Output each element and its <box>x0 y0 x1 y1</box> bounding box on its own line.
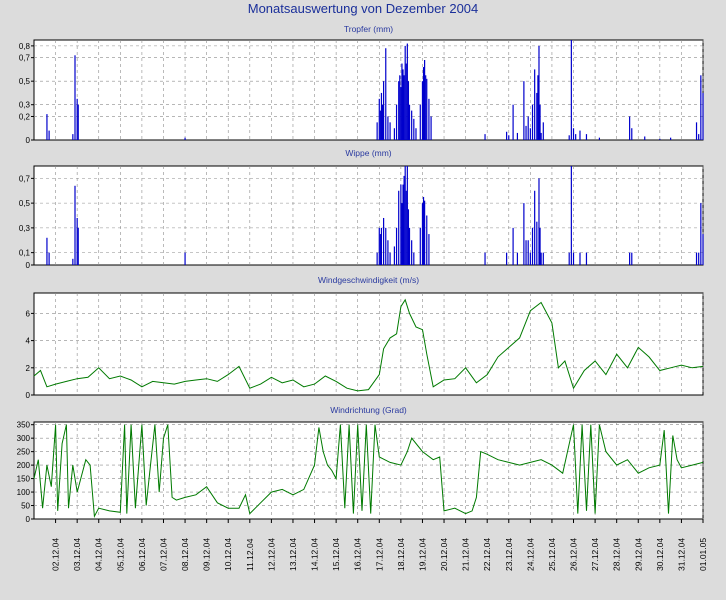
y-tick-label: 100 <box>17 488 31 497</box>
x-tick-label: 14.12.04 <box>310 538 320 571</box>
x-tick-label: 28.12.04 <box>612 538 622 571</box>
chart-panel-1: Tropfer (mm) 0 0,2 0,3 0,5 0,7 0,8 <box>19 24 704 145</box>
y-tick-label: 0,2 <box>19 112 31 121</box>
chart-panel-3: Windgeschwindigkeit (m/s) 0 2 4 6 <box>26 275 704 400</box>
y-tick-label: 300 <box>17 434 31 443</box>
series-line <box>33 298 704 392</box>
x-tick-label: 17.12.04 <box>374 538 384 571</box>
x-tick-label: 18.12.04 <box>396 538 406 571</box>
y-tick-label: 0,5 <box>19 77 31 86</box>
x-tick-label: 30.12.04 <box>655 538 665 571</box>
panel-title: Tropfer (mm) <box>344 24 393 34</box>
panel-title: Windgeschwindigkeit (m/s) <box>318 275 419 285</box>
y-tick-label: 0,7 <box>19 174 31 183</box>
y-tick-label: 350 <box>17 421 31 430</box>
x-tick-label: 10.12.04 <box>223 538 233 571</box>
y-tick-label: 200 <box>17 461 31 470</box>
x-tick-label: 08.12.04 <box>180 538 190 571</box>
plot-frame <box>33 292 704 396</box>
y-tick-label: 0,7 <box>19 54 31 63</box>
y-tick-label: 0,3 <box>19 101 31 110</box>
x-tick-label: 31.12.04 <box>676 538 686 571</box>
x-tick-label: 22.12.04 <box>482 538 492 571</box>
x-tick-label: 09.12.04 <box>202 538 212 571</box>
chart-area: Tropfer (mm) 0 0,2 0,3 0,5 0,7 0,8 Wippe (mm) 0 0… <box>17 24 708 571</box>
x-tick-label: 02.12.04 <box>51 538 61 571</box>
x-tick-label: 29.12.04 <box>633 538 643 571</box>
x-tick-label: 19.12.04 <box>417 538 427 571</box>
y-tick-label: 0,1 <box>19 249 31 258</box>
x-tick-label: 07.12.04 <box>158 538 168 571</box>
y-tick-label: 2 <box>26 364 31 373</box>
panel-title: Windrichtung (Grad) <box>330 405 407 415</box>
x-tick-label: 15.12.04 <box>331 538 341 571</box>
y-tick-label: 0 <box>26 391 31 400</box>
x-tick-label: 21.12.04 <box>461 538 471 571</box>
chart-panel-2: Wippe (mm) 0 0,1 0,3 0,5 0,7 <box>19 148 704 270</box>
y-tick-label: 0 <box>26 261 31 270</box>
y-tick-label: 6 <box>26 309 31 318</box>
x-tick-label: 24.12.04 <box>525 538 535 571</box>
x-tick-label: 16.12.04 <box>353 538 363 571</box>
series-line <box>33 424 704 519</box>
x-tick-label: 11.12.04 <box>245 538 255 571</box>
y-tick-label: 0 <box>26 136 31 145</box>
x-tick-label: 23.12.04 <box>504 538 514 571</box>
x-axis: 02.12.04 03.12.04 04.12.04 05.12.04 06.12.04… <box>51 519 708 571</box>
x-tick-label: 13.12.04 <box>288 538 298 571</box>
x-tick-label: 20.12.04 <box>439 538 449 571</box>
x-tick-label: 26.12.04 <box>569 538 579 571</box>
y-tick-label: 250 <box>17 448 31 457</box>
x-tick-label: 04.12.04 <box>94 538 104 571</box>
page-title: Monatsauswertung von Dezember 2004 <box>247 1 479 16</box>
y-tick-label: 0 <box>26 515 31 524</box>
y-tick-label: 0,8 <box>19 42 31 51</box>
y-tick-label: 150 <box>17 475 31 484</box>
plot-frame <box>33 39 704 141</box>
y-tick-label: 0,3 <box>19 224 31 233</box>
x-tick-label: 03.12.04 <box>72 538 82 571</box>
x-tick-label: 05.12.04 <box>115 538 125 571</box>
x-tick-label: 12.12.04 <box>266 538 276 571</box>
x-tick-label: 25.12.04 <box>547 538 557 571</box>
plot-frame <box>33 165 704 266</box>
y-tick-label: 4 <box>26 337 31 346</box>
x-tick-label: 27.12.04 <box>590 538 600 571</box>
x-tick-label: 01.01.05 <box>698 538 708 571</box>
x-tick-label: 06.12.04 <box>137 538 147 571</box>
y-tick-label: 50 <box>21 502 30 511</box>
y-tick-label: 0,5 <box>19 199 31 208</box>
panel-title: Wippe (mm) <box>345 148 391 158</box>
chart-panel-4: Windrichtung (Grad) 0 50 100 150 200 250 300 350 <box>17 405 704 524</box>
